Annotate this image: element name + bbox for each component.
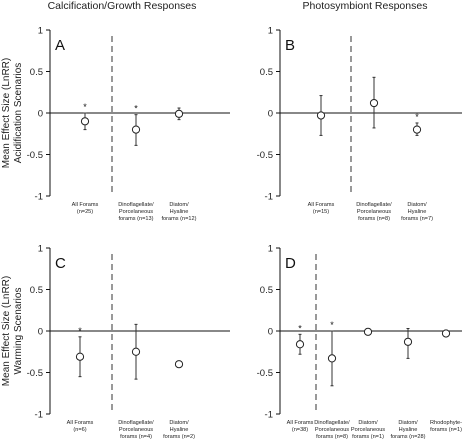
category-label: Diatom/ xyxy=(169,202,189,208)
significance-marker: * xyxy=(415,112,419,122)
y-tick-label: -0.5 xyxy=(27,150,43,161)
data-point xyxy=(369,98,379,108)
y-tick-label: -0.5 xyxy=(27,368,43,379)
category-label: Hyaline xyxy=(170,427,189,433)
category-label: All Forams xyxy=(287,420,314,426)
y-axis-label-bottom-2: Warming Scenarios xyxy=(13,288,24,375)
category-label: Hyaline xyxy=(408,209,427,215)
significance-marker: * xyxy=(83,102,87,112)
data-point xyxy=(75,352,85,361)
category-label: Porcelaneous xyxy=(315,427,349,433)
category-label: Dinoflagellate/ xyxy=(118,420,154,426)
category-label: Rhodophyte- xyxy=(430,420,462,426)
category-label: forams (n=8) xyxy=(316,434,348,440)
y-tick-label: 1 xyxy=(38,244,43,255)
y-tick-label: 1 xyxy=(268,26,273,37)
data-point xyxy=(441,329,451,338)
data-point xyxy=(80,117,90,126)
category-label: Porcelaneous xyxy=(119,427,153,433)
y-tick-label: 1 xyxy=(38,26,43,37)
category-label: forams (n=13) xyxy=(119,216,154,222)
category-label: (n=15) xyxy=(313,209,329,215)
significance-marker: * xyxy=(330,320,334,330)
category-label: (n=25) xyxy=(77,209,93,215)
y-tick-label: -1 xyxy=(35,410,43,421)
y-tick-label: -1 xyxy=(265,192,273,203)
panel-c: 1 0.5 0 -0.5 -1 C * All Forams(n=6) Dinoflagella… xyxy=(27,244,230,440)
data-point xyxy=(131,347,141,356)
category-label: forams (n=7) xyxy=(401,216,433,222)
data-point xyxy=(174,360,184,369)
significance-marker: * xyxy=(134,104,138,114)
category-label: Porcelaneous xyxy=(357,209,391,215)
category-label: forams (n=2) xyxy=(163,434,195,440)
data-point xyxy=(363,327,373,336)
y-tick-label: 0 xyxy=(38,327,43,338)
significance-marker: * xyxy=(298,323,302,333)
category-label: All Forams xyxy=(308,202,335,208)
category-label: All Forams xyxy=(67,420,94,426)
data-point xyxy=(327,354,337,363)
data-point xyxy=(412,125,422,134)
y-tick-label: 0 xyxy=(38,109,43,120)
category-label: Dinoflagellate/ xyxy=(356,202,392,208)
y-tick-label: -1 xyxy=(35,192,43,203)
y-axis-label-top-1: Mean Effect Size (LnRR) xyxy=(1,58,12,168)
category-label: Hyaline xyxy=(399,427,418,433)
category-label: Diatom/ xyxy=(358,420,378,426)
y-tick-label: 0.5 xyxy=(260,67,273,78)
y-tick-label: 0 xyxy=(268,109,273,120)
y-tick-label: -0.5 xyxy=(257,150,273,161)
panel-letter: D xyxy=(285,255,296,272)
y-axis-label-bottom-1: Mean Effect Size (LnRR) xyxy=(1,276,12,386)
category-label: forams (n=28) xyxy=(391,434,426,440)
significance-marker: * xyxy=(78,326,82,336)
category-label: Porcelaneous xyxy=(119,209,153,215)
panel-letter: B xyxy=(285,37,295,54)
column-title-photosymbiont: Photosymbiont Responses xyxy=(303,0,428,12)
category-label: Dinoflagellate/ xyxy=(118,202,154,208)
data-point xyxy=(131,125,141,134)
category-label: Diatom/ xyxy=(398,420,418,426)
y-tick-label: 0.5 xyxy=(260,285,273,296)
data-point xyxy=(295,340,305,349)
category-label: forams (n=1) xyxy=(430,427,462,433)
panel-d: 1 0.5 0 -0.5 -1 D * All Forams(n=38) * Dinoflagel… xyxy=(257,244,463,440)
category-label: Porcelaneous xyxy=(351,427,385,433)
data-point xyxy=(403,337,413,346)
y-tick-label: 0 xyxy=(268,327,273,338)
category-label: (n=6) xyxy=(73,427,86,433)
y-tick-label: 0.5 xyxy=(30,67,43,78)
category-label: forams (n=4) xyxy=(120,434,152,440)
category-label: Diatom/ xyxy=(169,420,189,426)
category-label: (n=38) xyxy=(292,427,308,433)
panel-a: 1 0.5 0 -0.5 -1 A * All Forams(n=25) * Dinoflagel… xyxy=(27,26,230,222)
panel-b: 1 0.5 0 -0.5 -1 B All Forams(n=15) Dinoflagella… xyxy=(257,26,462,222)
y-tick-label: 1 xyxy=(268,244,273,255)
y-tick-label: -1 xyxy=(265,410,273,421)
data-point xyxy=(316,111,326,120)
data-point xyxy=(174,109,184,118)
panel-letter: C xyxy=(55,255,66,272)
column-title-calcification: Calcification/Growth Responses xyxy=(48,0,197,12)
category-label: All Forams xyxy=(72,202,99,208)
category-label: forams (n=12) xyxy=(162,216,197,222)
y-tick-label: -0.5 xyxy=(257,368,273,379)
category-label: Diatom/ xyxy=(407,202,427,208)
category-label: forams (n=1) xyxy=(352,434,384,440)
y-tick-label: 0.5 xyxy=(30,285,43,296)
y-axis-label-top-2: Acidification Scenarios xyxy=(13,63,24,164)
category-label: Hyaline xyxy=(170,209,189,215)
category-label: Dinoflagellate/ xyxy=(314,420,350,426)
category-label: forams (n=8) xyxy=(358,216,390,222)
panel-letter: A xyxy=(55,37,65,54)
